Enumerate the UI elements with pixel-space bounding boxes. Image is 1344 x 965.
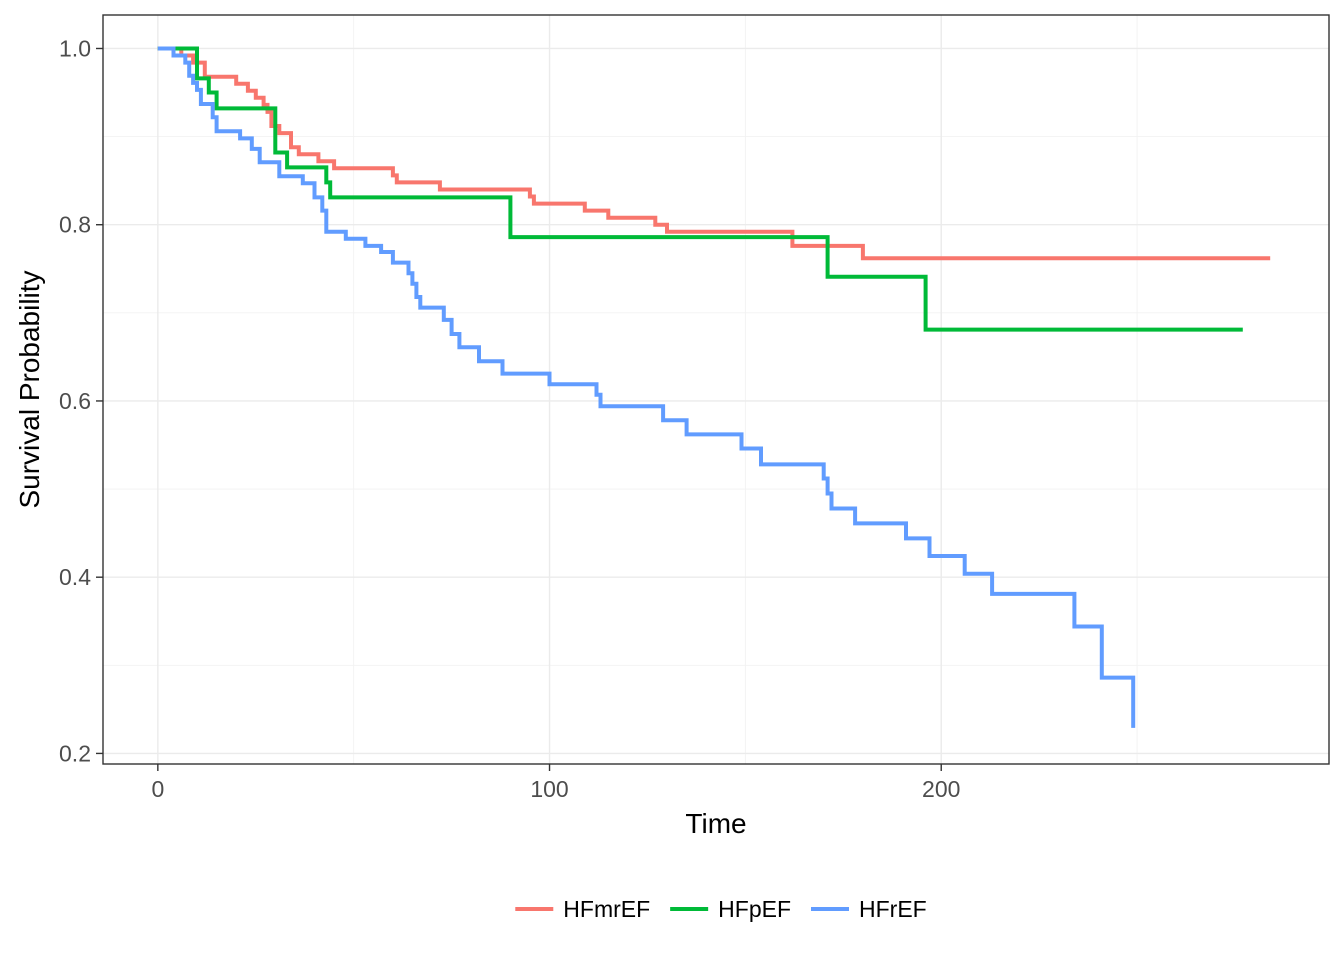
legend-item-hfpef: HFpEF <box>670 896 791 922</box>
legend-item-hfmref: HFmrEF <box>515 896 650 922</box>
y-tick-label: 0.6 <box>59 388 91 414</box>
y-axis-title: Survival Probability <box>14 270 45 508</box>
panel-border <box>102 14 1330 765</box>
series-line-hfpef <box>157 46 1243 332</box>
x-tick-label: 200 <box>922 776 960 802</box>
y-tick-label: 0.8 <box>59 212 91 238</box>
axis-layer: 0 100 200 0.2 0.4 0.6 0.8 1.0 <box>59 35 960 802</box>
grid-layer <box>103 15 1329 764</box>
legend-label: HFrEF <box>859 896 927 922</box>
x-tick-label: 100 <box>530 776 568 802</box>
series-line-hfref <box>157 46 1136 728</box>
y-tick-label: 1.0 <box>59 35 91 61</box>
y-tick-label: 0.4 <box>59 564 91 590</box>
legend-item-hfref: HFrEF <box>811 896 927 922</box>
x-tick-label: 0 <box>151 776 164 802</box>
legend-label: HFmrEF <box>563 896 650 922</box>
x-axis-title: Time <box>685 808 746 839</box>
y-tick-label: 0.2 <box>59 740 91 766</box>
legend-label: HFpEF <box>718 896 791 922</box>
legend: HFmrEF HFpEF HFrEF <box>515 896 927 922</box>
series-layer <box>157 46 1271 728</box>
plot-panel <box>103 15 1329 764</box>
series-line-hfmref <box>157 46 1271 261</box>
